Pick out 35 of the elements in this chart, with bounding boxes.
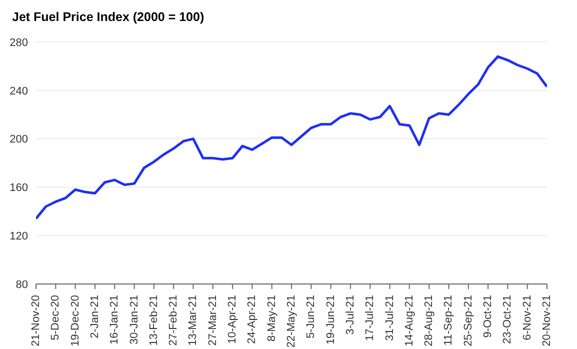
x-tick-label: 3-Jul-21 — [344, 295, 356, 335]
x-tick-label: 8-May-21 — [266, 295, 278, 342]
x-tick-label: 2-Jan-21 — [88, 295, 101, 338]
x-tick-label: 27-Feb-21 — [168, 295, 180, 346]
x-tick-label: 13-Mar-21 — [187, 295, 200, 346]
chart-title: Jet Fuel Price Index (2000 = 100) — [11, 9, 206, 26]
line-series — [36, 55, 547, 220]
x-tick-label: 13-Feb-21 — [148, 295, 160, 346]
y-tick-label: 160 — [10, 182, 28, 194]
x-tick-label: 23-Oct-21 — [502, 295, 514, 344]
x-tick-label: 19-Dec-20 — [69, 295, 82, 346]
x-tick-label: 28-Aug-21 — [423, 295, 436, 346]
y-tick-label: 280 — [10, 36, 28, 49]
x-tick-label: 22-May-21 — [286, 295, 298, 348]
y-tick-label: 120 — [10, 230, 28, 243]
x-tick-label: 25-Sep-21 — [462, 295, 474, 346]
x-tick-label: 27-Mar-21 — [206, 295, 219, 346]
x-tick-label: 20-Nov-21 — [541, 295, 553, 346]
x-tick-label: 24-Apr-21 — [246, 295, 258, 344]
x-tick-label: 31-Jul-21 — [384, 295, 396, 341]
x-tick-label: 19-Jun-21 — [324, 295, 337, 345]
x-tick-label: 14-Aug-21 — [403, 295, 416, 346]
x-tick-label: 10-Apr-21 — [226, 295, 239, 344]
x-tick-label: 30-Jan-21 — [128, 295, 140, 345]
y-tick-label: 80 — [16, 278, 28, 291]
x-tick-label: 5-Jun-21 — [305, 295, 318, 338]
x-tick-label: 16-Jan-21 — [108, 295, 121, 345]
x-tick-label: 11-Sep-21 — [442, 295, 455, 346]
x-tick-label: 17-Jul-21 — [364, 295, 376, 341]
y-tick-label: 200 — [10, 134, 28, 146]
x-tick-label: 5-Dec-20 — [50, 295, 62, 340]
x-tick-label: 6-Nov-21 — [521, 295, 534, 340]
x-tick-label: 21-Nov-20 — [30, 295, 42, 346]
x-tick-label: 9-Oct-21 — [482, 295, 494, 338]
y-tick-label: 240 — [10, 85, 28, 98]
